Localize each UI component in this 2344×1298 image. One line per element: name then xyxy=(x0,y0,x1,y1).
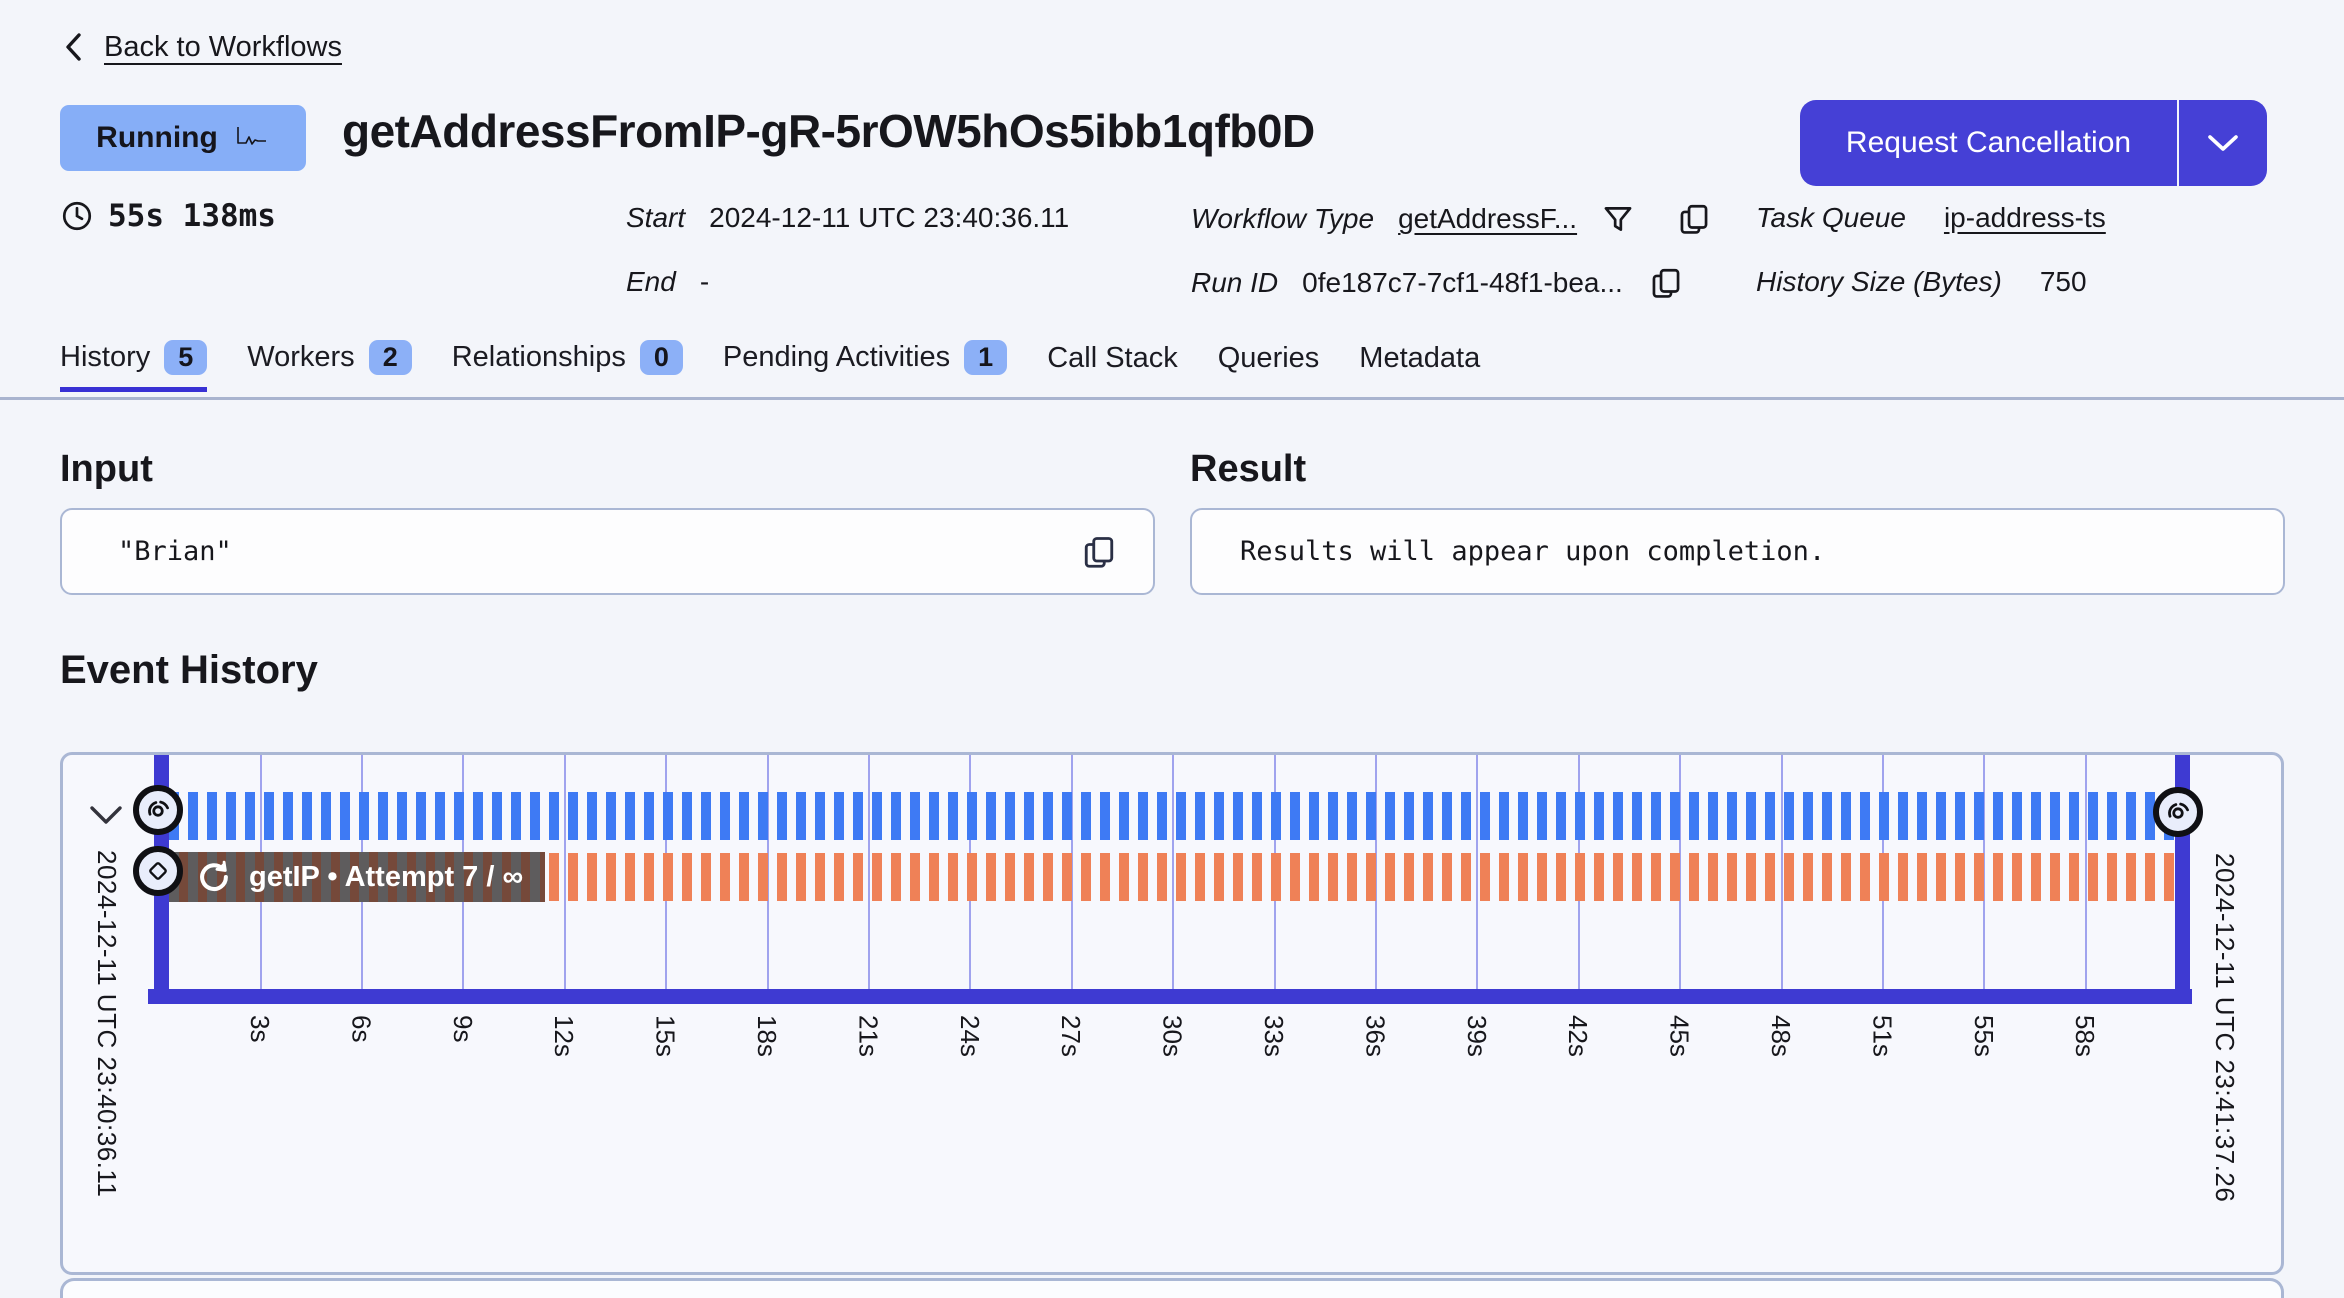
axis-tick-label: 45s xyxy=(1664,1015,1695,1057)
activity-start-node[interactable] xyxy=(133,846,183,896)
clock-icon xyxy=(60,199,94,233)
axis-tick-label: 21s xyxy=(853,1015,884,1057)
axis-tick-label: 9s xyxy=(447,1015,478,1043)
workflow-type-label: Workflow Type xyxy=(1191,203,1375,234)
duration-value: 55s 138ms xyxy=(108,198,276,234)
axis-tick-label: 55s xyxy=(1968,1015,1999,1057)
filter-icon[interactable] xyxy=(1601,202,1635,236)
axis-tick-label: 6s xyxy=(346,1015,377,1043)
tab-count-badge: 1 xyxy=(964,340,1008,375)
input-heading: Input xyxy=(60,448,153,490)
start-label: Start xyxy=(626,202,686,233)
retry-icon xyxy=(195,858,233,896)
workflow-latest-event-node[interactable] xyxy=(2153,787,2203,837)
axis-tick-label: 30s xyxy=(1157,1015,1188,1057)
result-heading: Result xyxy=(1190,448,1307,490)
detail-tabs: History 5 Workers 2 Relationships 0 Pend… xyxy=(60,340,1480,392)
task-queue-link[interactable]: ip-address-ts xyxy=(1943,202,2106,233)
workflow-title: getAddressFromIP-gR-5rOW5hOs5ibb1qfb0D xyxy=(342,105,1315,157)
result-value: Results will appear upon completion. xyxy=(1240,536,1826,567)
status-badge: Running xyxy=(60,105,306,171)
axis-tick-label: 48s xyxy=(1766,1015,1796,1057)
history-size-value: 750 xyxy=(2039,266,2087,297)
tab-pending-activities[interactable]: Pending Activities 1 xyxy=(723,340,1008,392)
tab-history[interactable]: History 5 xyxy=(60,340,208,392)
cancellation-options-dropdown[interactable] xyxy=(2179,100,2267,186)
activity-attempt-label: getIP • Attempt 7 / ∞ xyxy=(249,860,524,893)
axis-tick-label: 58s xyxy=(2070,1015,2101,1057)
event-table-panel-top xyxy=(60,1278,2284,1298)
copy-icon[interactable] xyxy=(1649,266,1683,300)
tab-count-badge: 2 xyxy=(368,340,412,375)
status-label: Running xyxy=(96,121,218,154)
tab-relationships[interactable]: Relationships 0 xyxy=(452,340,683,392)
tab-metadata[interactable]: Metadata xyxy=(1359,342,1481,374)
tabs-divider xyxy=(0,397,2344,400)
tab-count-badge: 5 xyxy=(164,340,208,375)
diamond-icon xyxy=(142,855,174,887)
button-divider xyxy=(2177,100,2179,186)
timeline-start-timestamp: 2024-12-11 UTC 23:40:36.11 xyxy=(92,850,122,1198)
run-id-label: Run ID xyxy=(1191,267,1279,298)
timeline-axis xyxy=(148,989,2192,1004)
task-queue-label: Task Queue xyxy=(1756,202,1906,233)
axis-tick-label: 3s xyxy=(245,1015,275,1043)
end-label: End xyxy=(626,266,676,297)
copy-icon[interactable] xyxy=(1677,202,1711,236)
chevron-down-icon xyxy=(2205,132,2241,154)
activity-attempt-pill[interactable]: getIP • Attempt 7 / ∞ xyxy=(169,852,545,902)
history-size-label: History Size (Bytes) xyxy=(1756,266,2002,297)
input-payload-box: "Brian" xyxy=(60,508,1155,595)
end-value: - xyxy=(699,266,710,297)
back-to-workflows-link[interactable]: Back to Workflows xyxy=(104,30,342,63)
start-value: 2024-12-11 UTC 23:40:36.11 xyxy=(709,202,1070,233)
workflow-execution-track[interactable] xyxy=(169,792,2176,840)
tab-count-badge: 0 xyxy=(639,340,683,375)
heartbeat-icon xyxy=(234,125,270,151)
pulse-spiral-icon xyxy=(2161,795,2195,829)
pulse-spiral-icon xyxy=(141,793,175,827)
axis-tick-label: 51s xyxy=(1867,1015,1898,1057)
axis-tick-label: 42s xyxy=(1563,1015,1594,1057)
result-payload-box: Results will appear upon completion. xyxy=(1190,508,2285,595)
axis-tick-label: 36s xyxy=(1360,1015,1391,1057)
request-cancellation-split-button: Request Cancellation xyxy=(1800,100,2267,186)
tab-queries[interactable]: Queries xyxy=(1217,342,1320,374)
copy-icon[interactable] xyxy=(1081,534,1117,570)
axis-tick-label: 24s xyxy=(954,1015,985,1057)
collapse-timeline-chevron-icon[interactable] xyxy=(85,801,127,829)
chevron-left-icon xyxy=(60,30,88,64)
workflow-duration: 55s 138ms xyxy=(60,198,276,234)
timeline-end-timestamp: 2024-12-11 UTC 23:41:37.26 xyxy=(2210,853,2240,1203)
workflow-type-link[interactable]: getAddressF... xyxy=(1398,203,1578,234)
run-id-value: 0fe187c7-7cf1-48f1-bea... xyxy=(1302,267,1623,298)
workflow-start-node[interactable] xyxy=(133,785,183,835)
event-history-timeline: getIP • Attempt 7 / ∞ 2024-12-11 UTC 23:… xyxy=(60,752,2284,1275)
axis-tick-label: 33s xyxy=(1259,1015,1289,1057)
event-history-heading: Event History xyxy=(60,648,318,692)
input-value: "Brian" xyxy=(118,536,232,567)
axis-tick-label: 27s xyxy=(1056,1015,1087,1057)
axis-tick-label: 18s xyxy=(752,1015,782,1057)
axis-tick-label: 39s xyxy=(1461,1015,1492,1057)
tab-call-stack[interactable]: Call Stack xyxy=(1047,342,1178,374)
tab-workers[interactable]: Workers 2 xyxy=(247,340,412,392)
axis-tick-label: 15s xyxy=(650,1015,681,1057)
back-nav[interactable]: Back to Workflows xyxy=(60,30,342,64)
axis-tick-label: 12s xyxy=(549,1015,580,1057)
request-cancellation-button[interactable]: Request Cancellation xyxy=(1845,126,2132,159)
